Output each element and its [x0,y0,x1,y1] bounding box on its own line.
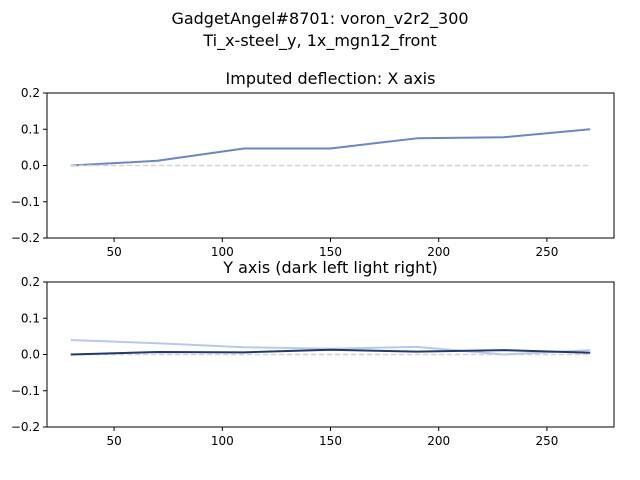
chart-panel-1: Imputed deflection: X axis 50 100 150 200 250… [11,69,615,259]
y-tick-label: 0.1 [21,311,40,325]
x-tick-label: 200 [427,434,450,448]
x-tick-label: 250 [535,245,558,259]
y-tick-label: 0.1 [21,122,40,136]
chart-panel-2: Y axis (dark left light right) 50 100 150 20… [11,258,615,448]
chart-title: Imputed deflection: X axis [226,69,436,88]
x-tick-label: 100 [211,434,234,448]
chart-title: Y axis (dark left light right) [222,258,438,277]
series-line-1 [70,128,591,167]
y-tick-label: 0.0 [21,348,40,362]
y-tick-label: 0.2 [21,86,40,100]
series-line-2 [70,339,591,356]
y-tick-label: 0.0 [21,159,40,173]
figure-suptitle-line2: Ti_x-steel_y, 1x_mgn12_front [203,31,437,50]
y-tick-label: −0.2 [11,420,40,434]
x-tick-label: 50 [106,245,121,259]
x-tick-label: 250 [535,434,558,448]
y-tick-label: −0.1 [11,195,40,209]
figure-suptitle-line1: GadgetAngel#8701: voron_v2r2_300 [171,9,469,28]
x-tick-label: 100 [211,245,234,259]
x-tick-label: 200 [427,245,450,259]
x-tick-label: 150 [319,434,342,448]
series-line-3 [70,348,591,356]
y-tick-label: 0.2 [21,275,40,289]
y-tick-label: −0.2 [11,231,40,245]
y-tick-label: −0.1 [11,384,40,398]
x-tick-label: 150 [319,245,342,259]
x-tick-label: 50 [106,434,121,448]
